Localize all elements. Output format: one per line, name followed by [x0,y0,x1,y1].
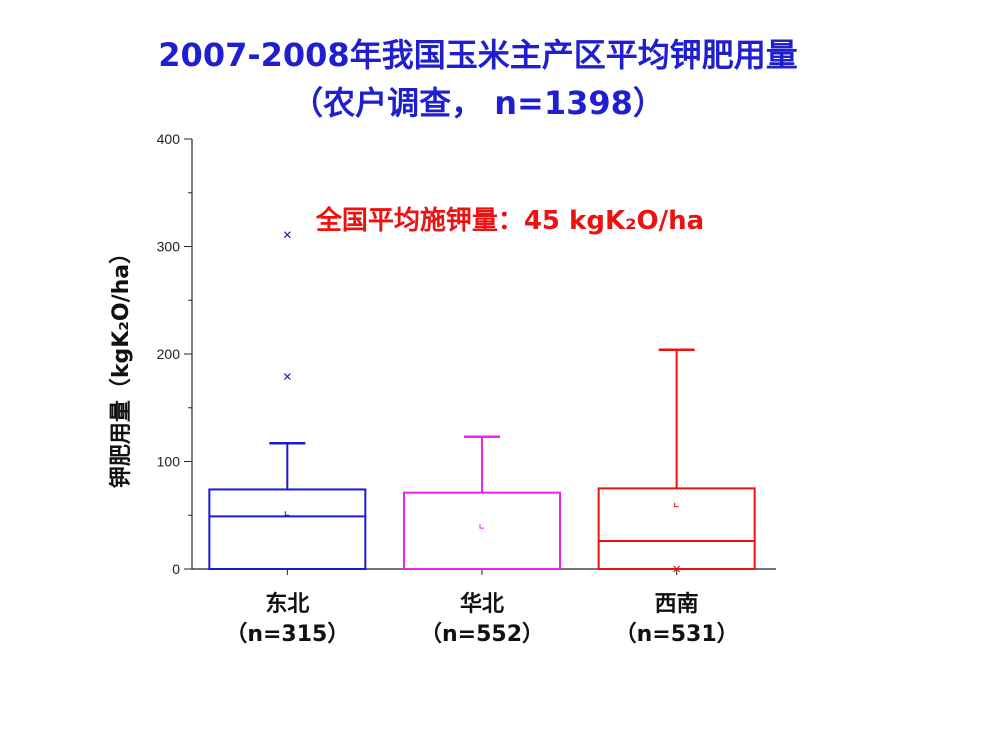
mean-marker [284,511,290,516]
axes: 0 100 200 300 400 [157,131,776,577]
category-label: 东北 [265,591,309,617]
category-label: 华北 [460,591,504,617]
outlier-marker [283,231,291,239]
y-tick-label: 0 [172,561,180,577]
box-2 [597,348,756,573]
category-n-label: （n=552） [420,622,544,647]
outlier-marker [283,373,291,380]
y-tick-label: 200 [157,346,181,362]
category-label: 西南 [655,592,699,617]
mean-marker [674,502,679,508]
category-n-label: （n=315） [225,622,349,647]
average-annotation: 全国平均施钾量：45 kgK₂O/ha [315,205,704,236]
outlier-marker [673,565,681,573]
mean-marker [479,524,484,529]
category-n-label: （n=531） [615,622,739,647]
y-tick-label: 100 [157,454,181,470]
chart-title-line1: 2007-2008年我国玉米主产区平均钾肥用量 [158,36,798,74]
chart-title-line2: （农户调查， n=1398） [291,84,665,122]
box-1 [403,435,561,570]
box-rect [208,488,367,571]
boxes [208,231,756,573]
y-tick-label: 400 [157,131,181,147]
y-tick-label: 300 [157,239,181,255]
box-0 [208,231,367,571]
y-axis-label: 钾肥用量（kgK₂O/ha） [109,242,134,488]
labels: 钾肥用量（kgK₂O/ha） 全国平均施钾量：45 kgK₂O/ha 东北 （n=31… [109,205,739,647]
box-rect [403,491,561,570]
box-rect [597,487,756,570]
